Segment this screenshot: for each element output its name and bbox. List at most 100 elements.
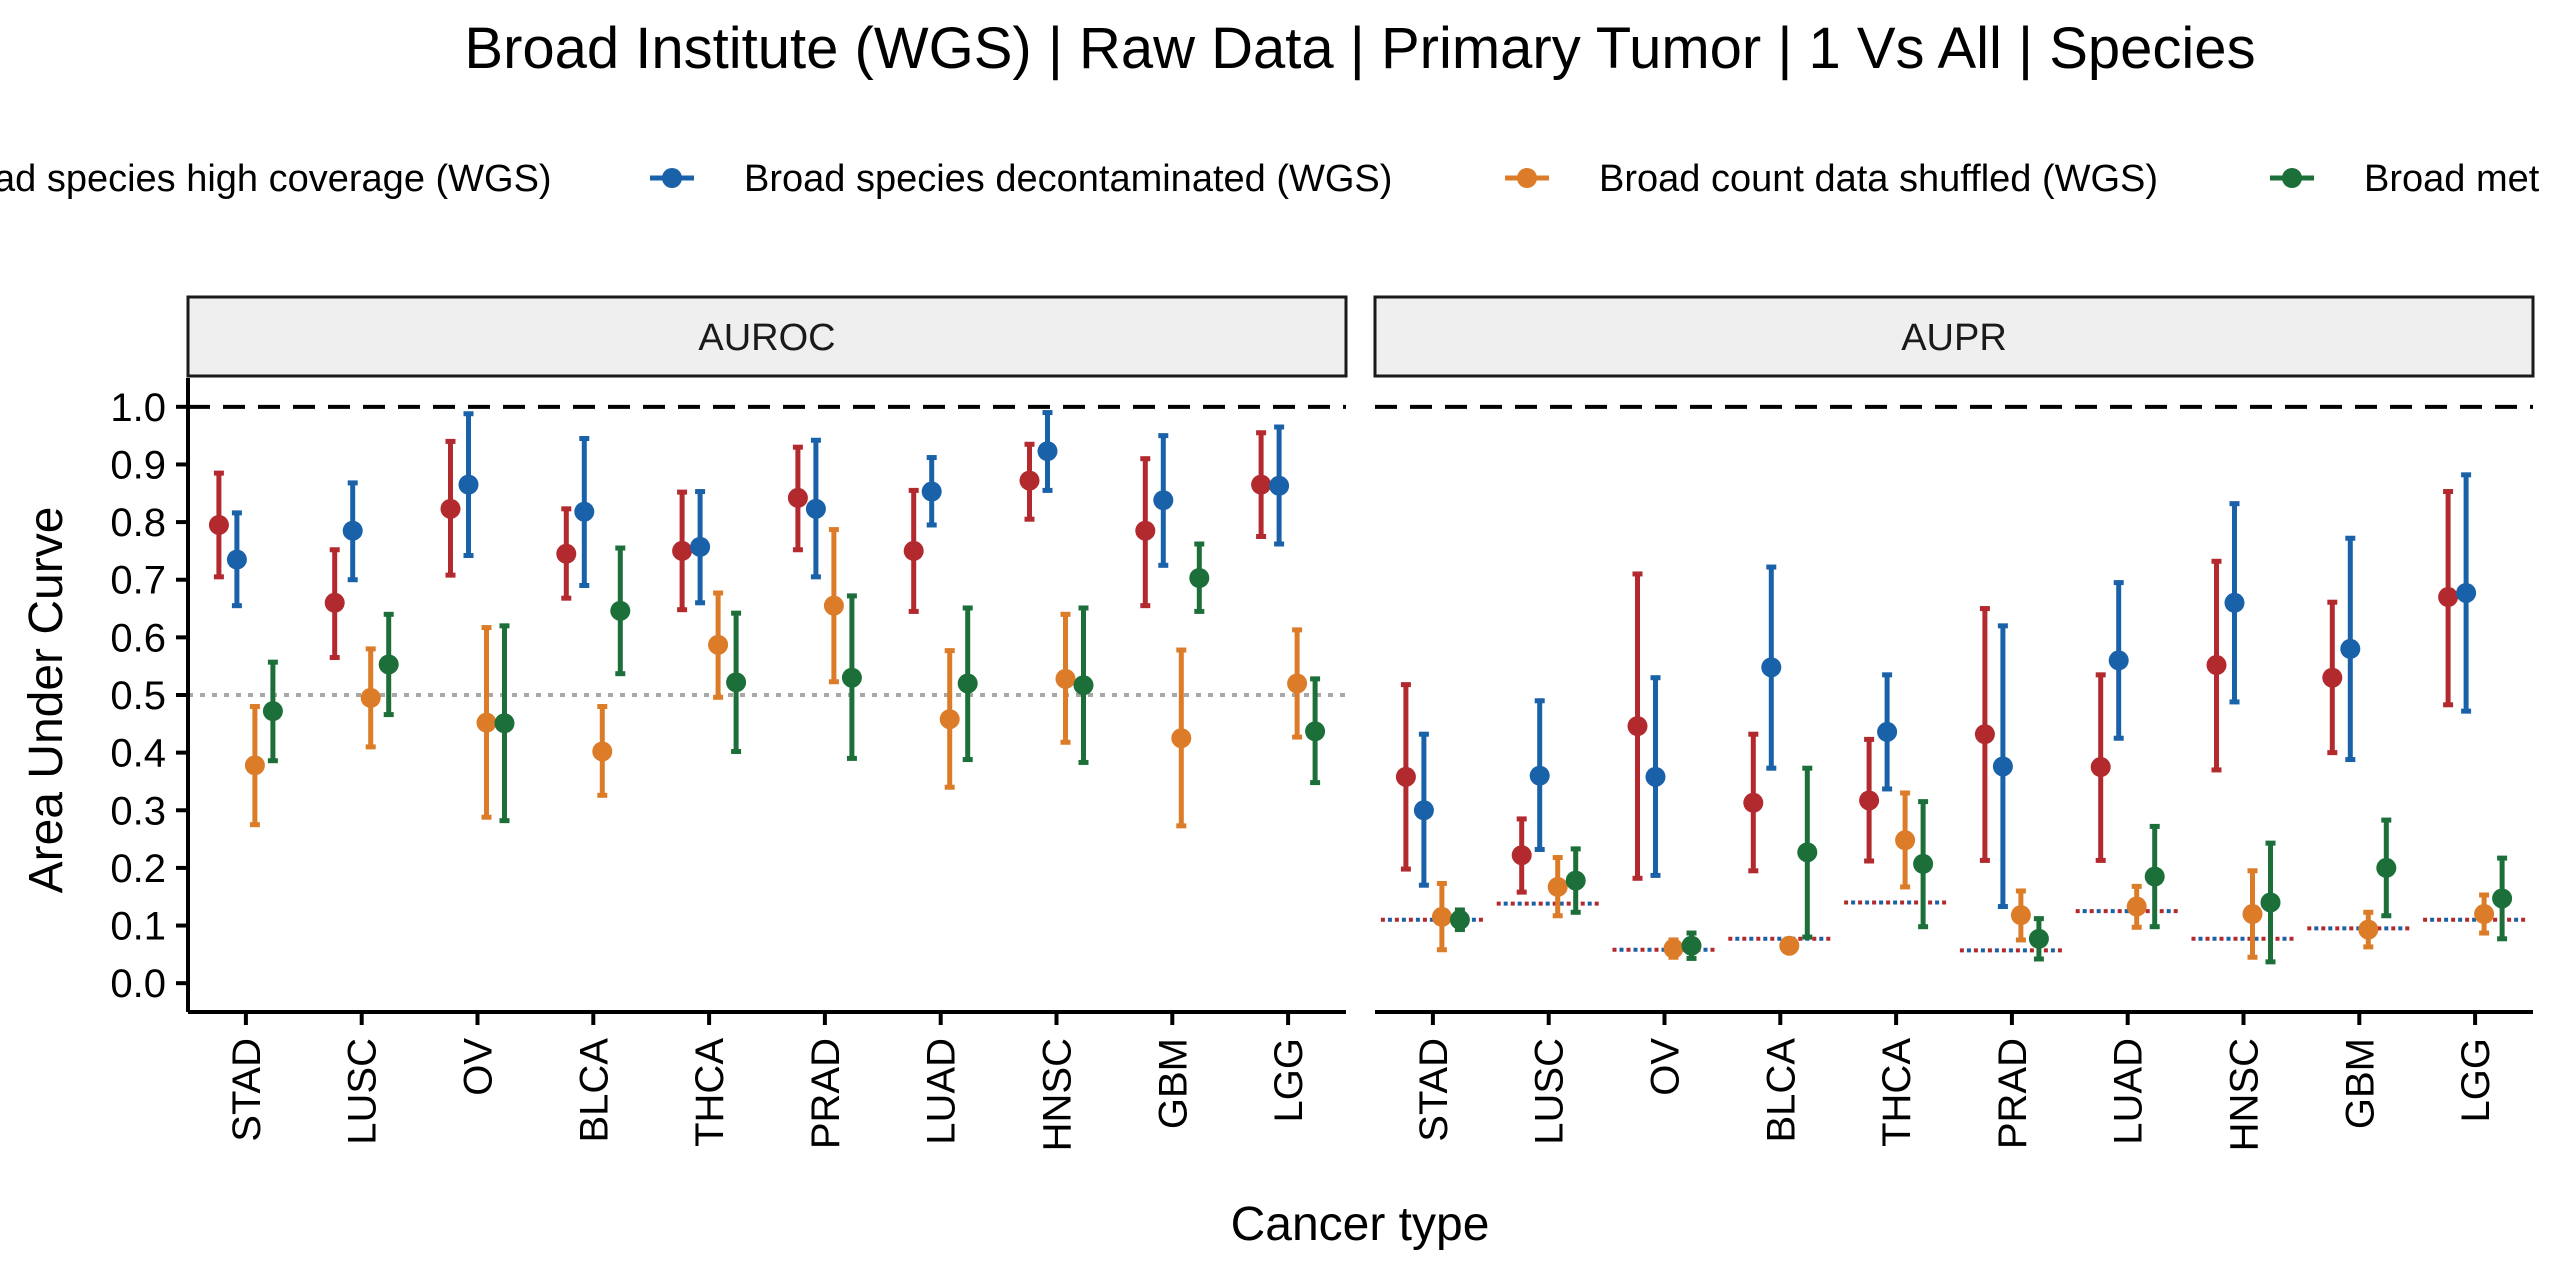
data-point	[262, 701, 283, 722]
data-point	[805, 498, 826, 519]
data-point	[2456, 582, 2477, 603]
chart-title: Broad Institute (WGS) | Raw Data | Prima…	[464, 16, 2255, 81]
data-point	[1037, 441, 1058, 462]
data-point	[2126, 896, 2147, 917]
data-point	[2108, 650, 2129, 671]
x-tick-label: HNSC	[2223, 1038, 2267, 1151]
x-tick-label: BLCA	[1759, 1038, 1803, 1143]
x-tick-label: STAD	[225, 1038, 269, 1142]
x-tick-label: STAD	[1412, 1038, 1456, 1142]
x-tick-label: OV	[1644, 1038, 1688, 1096]
data-point	[1547, 876, 1568, 897]
data-point	[672, 540, 693, 561]
x-tick-label: THCA	[688, 1038, 732, 1147]
data-point	[2144, 866, 2165, 887]
data-point	[1743, 792, 1764, 813]
data-point	[556, 543, 577, 564]
x-axis-label: Cancer type	[1231, 1198, 1490, 1251]
x-tick-label: LUSC	[341, 1038, 385, 1145]
data-point	[2358, 919, 2379, 940]
data-point	[1529, 765, 1550, 786]
panel-strip	[186, 295, 1348, 378]
data-point	[823, 595, 844, 616]
x-tick-label: GBM	[1151, 1038, 1195, 1129]
data-point	[1779, 935, 1800, 956]
data-point	[939, 709, 960, 730]
data-point	[1287, 673, 1308, 694]
x-tick-label: LGG	[2454, 1038, 2498, 1122]
data-point	[574, 501, 595, 522]
y-tick-label: 0.6	[110, 616, 166, 660]
data-point	[2340, 638, 2361, 659]
x-tick-label: PRAD	[1991, 1038, 2035, 1149]
series-2	[226, 410, 1290, 609]
y-axis-label: Area Under Curve	[20, 507, 73, 894]
data-point	[2010, 905, 2031, 926]
data-point	[1073, 675, 1094, 696]
data-point	[1189, 567, 1210, 588]
data-point	[440, 498, 461, 519]
data-point	[476, 712, 497, 733]
data-point	[2376, 857, 2397, 878]
panel-strip	[1373, 295, 2535, 378]
legend: ad species high coverage (WGS) Broad spec…	[0, 158, 2540, 200]
legend-label: Broad met	[2364, 158, 2540, 200]
x-tick-label: LUAD	[2107, 1038, 2151, 1145]
data-point	[1171, 728, 1192, 749]
legend-key-point	[1517, 168, 1537, 188]
data-point	[1992, 756, 2013, 777]
legend-label: Broad species decontaminated (WGS)	[744, 158, 1392, 200]
data-point	[921, 481, 942, 502]
x-tick-label: LUAD	[920, 1038, 964, 1145]
data-point	[1135, 520, 1156, 541]
y-tick-label: 0.1	[110, 905, 166, 949]
legend-label: ad species high coverage (WGS)	[0, 158, 552, 200]
data-point	[2474, 904, 2495, 925]
series-1	[1395, 489, 2459, 895]
x-tick-label: GBM	[2338, 1038, 2382, 1129]
data-point	[244, 755, 265, 776]
y-tick-label: 0.7	[110, 559, 166, 603]
data-point	[342, 520, 363, 541]
y-tick-label: 0.9	[110, 443, 166, 487]
data-point	[1511, 845, 1532, 866]
data-point	[1627, 716, 1648, 737]
data-point	[2242, 904, 2263, 925]
data-point	[2438, 587, 2459, 608]
data-point	[957, 673, 978, 694]
data-point	[378, 654, 399, 675]
data-point	[226, 549, 247, 570]
data-point	[1645, 766, 1666, 787]
data-point	[841, 667, 862, 688]
y-tick-label: 0.4	[110, 732, 166, 776]
data-point	[2028, 928, 2049, 949]
data-point	[1251, 474, 1272, 495]
series-1	[208, 430, 1272, 661]
panel-strip-label: AUPR	[1901, 317, 2007, 359]
data-point	[458, 474, 479, 495]
data-point	[610, 600, 631, 621]
x-tick-label: THCA	[1875, 1038, 1919, 1147]
y-tick-label: 0.8	[110, 501, 166, 545]
series-3	[244, 527, 1308, 829]
data-point	[708, 634, 729, 655]
data-point	[1019, 470, 1040, 491]
y-axis: 0.0 0.1 0.2 0.3 0.4 0.5 0.6 0.7 0.8 0.9 1.0	[110, 378, 190, 1012]
data-point	[1269, 475, 1290, 496]
legend-item: Broad count data shuffled (WGS)	[1505, 158, 2158, 200]
x-tick-label: BLCA	[572, 1038, 616, 1143]
y-tick-label: 0.0	[110, 962, 166, 1006]
panel-strip-label: AUROC	[698, 317, 835, 359]
data-point	[1153, 490, 1174, 511]
y-tick-label: 0.5	[110, 674, 166, 718]
data-point	[1895, 830, 1916, 851]
legend-key-point	[662, 168, 682, 188]
series-3	[1431, 790, 2495, 960]
data-point	[1395, 766, 1416, 787]
data-point	[1974, 724, 1995, 745]
x-tick-label: LGG	[1267, 1038, 1311, 1122]
legend-label: Broad count data shuffled (WGS)	[1599, 158, 2158, 200]
series-2	[1413, 472, 2477, 910]
data-point	[1413, 800, 1434, 821]
